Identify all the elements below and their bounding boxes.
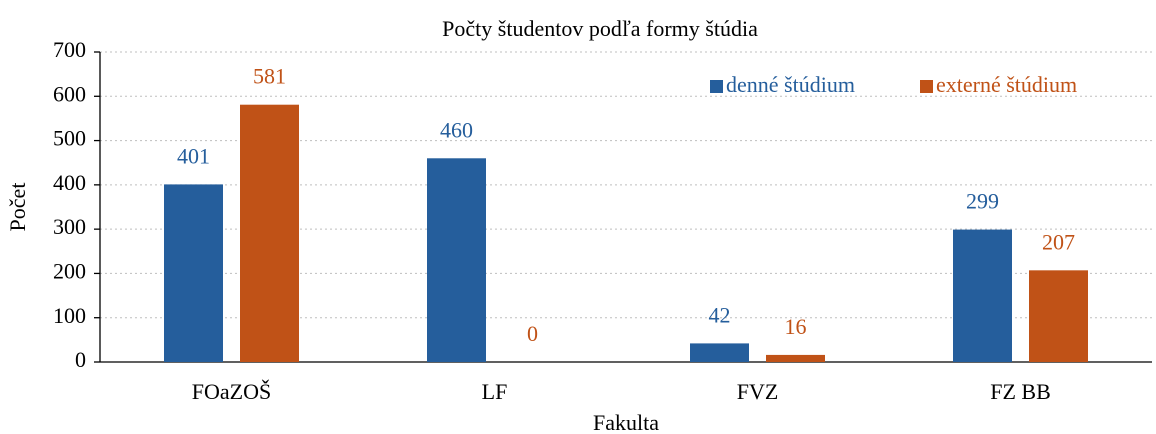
value-label: 42 <box>709 302 731 327</box>
y-tick-label: 700 <box>53 37 86 62</box>
bar <box>164 184 223 362</box>
y-tick-label: 0 <box>75 347 86 372</box>
x-tick-label: FOaZOŠ <box>192 379 271 404</box>
legend-label: externé štúdium <box>936 72 1077 97</box>
bar <box>766 354 825 362</box>
y-tick-label: 500 <box>53 126 86 151</box>
value-label: 207 <box>1042 229 1075 254</box>
y-axis-label: Počet <box>5 183 30 232</box>
bar <box>690 343 749 362</box>
bar <box>1029 270 1088 362</box>
legend-swatch <box>710 80 723 93</box>
value-label: 299 <box>966 189 999 214</box>
chart-title: Počty študentov podľa formy štúdia <box>442 16 758 41</box>
bar <box>953 229 1012 362</box>
value-label: 16 <box>785 314 807 339</box>
y-tick-label: 600 <box>53 81 86 106</box>
y-tick-label: 400 <box>53 170 86 195</box>
y-tick-label: 200 <box>53 258 86 283</box>
legend-label: denné štúdium <box>726 72 855 97</box>
value-label: 0 <box>527 321 538 346</box>
value-label: 581 <box>253 64 286 89</box>
x-axis-label: Fakulta <box>593 410 659 434</box>
legend-swatch <box>920 80 933 93</box>
y-tick-label: 300 <box>53 214 86 239</box>
bar <box>427 158 486 362</box>
x-tick-label: FVZ <box>737 379 779 404</box>
value-label: 401 <box>177 143 210 168</box>
bar <box>240 104 299 362</box>
x-tick-label: FZ BB <box>990 379 1051 404</box>
y-tick-label: 100 <box>53 303 86 328</box>
value-label: 460 <box>440 117 473 142</box>
x-tick-label: LF <box>482 379 508 404</box>
